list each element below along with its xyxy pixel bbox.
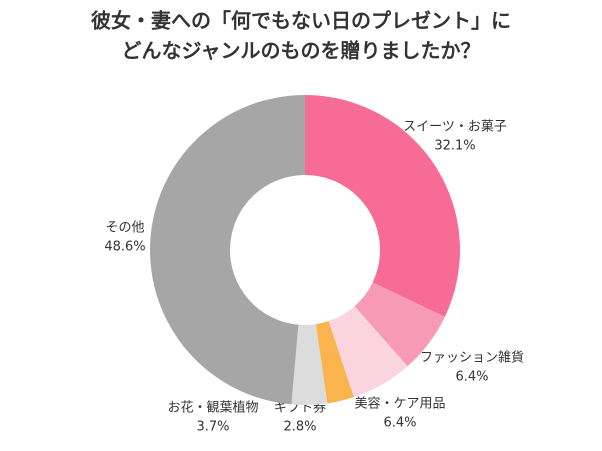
slice-value: 48.6% xyxy=(104,240,145,255)
slice-label: 美容・ケア用品 xyxy=(354,396,445,412)
slice-value: 3.7% xyxy=(196,420,229,435)
slice-label: その他 xyxy=(105,221,144,236)
slice-value: 6.4% xyxy=(383,416,416,431)
donut-slice xyxy=(315,321,354,404)
slice-label: お花・観葉植物 xyxy=(167,400,258,416)
chart-title: 彼女・妻への「何でもない日のプレゼント」に xyxy=(91,9,511,33)
slice-label: ファッション雑貨 xyxy=(420,350,524,366)
slice-value: 6.4% xyxy=(455,370,488,385)
donut-slice xyxy=(328,306,408,398)
donut-slice xyxy=(354,282,445,367)
donut-slice xyxy=(305,95,460,317)
slice-value: 32.1% xyxy=(434,139,475,154)
slice-value: 2.8% xyxy=(283,420,316,435)
donut-slice xyxy=(291,324,328,405)
slice-label: スイーツ・お菓子 xyxy=(403,120,507,135)
chart-title: どんなジャンルのものを贈りましたか？ xyxy=(122,39,481,63)
donut-slice xyxy=(150,95,305,405)
